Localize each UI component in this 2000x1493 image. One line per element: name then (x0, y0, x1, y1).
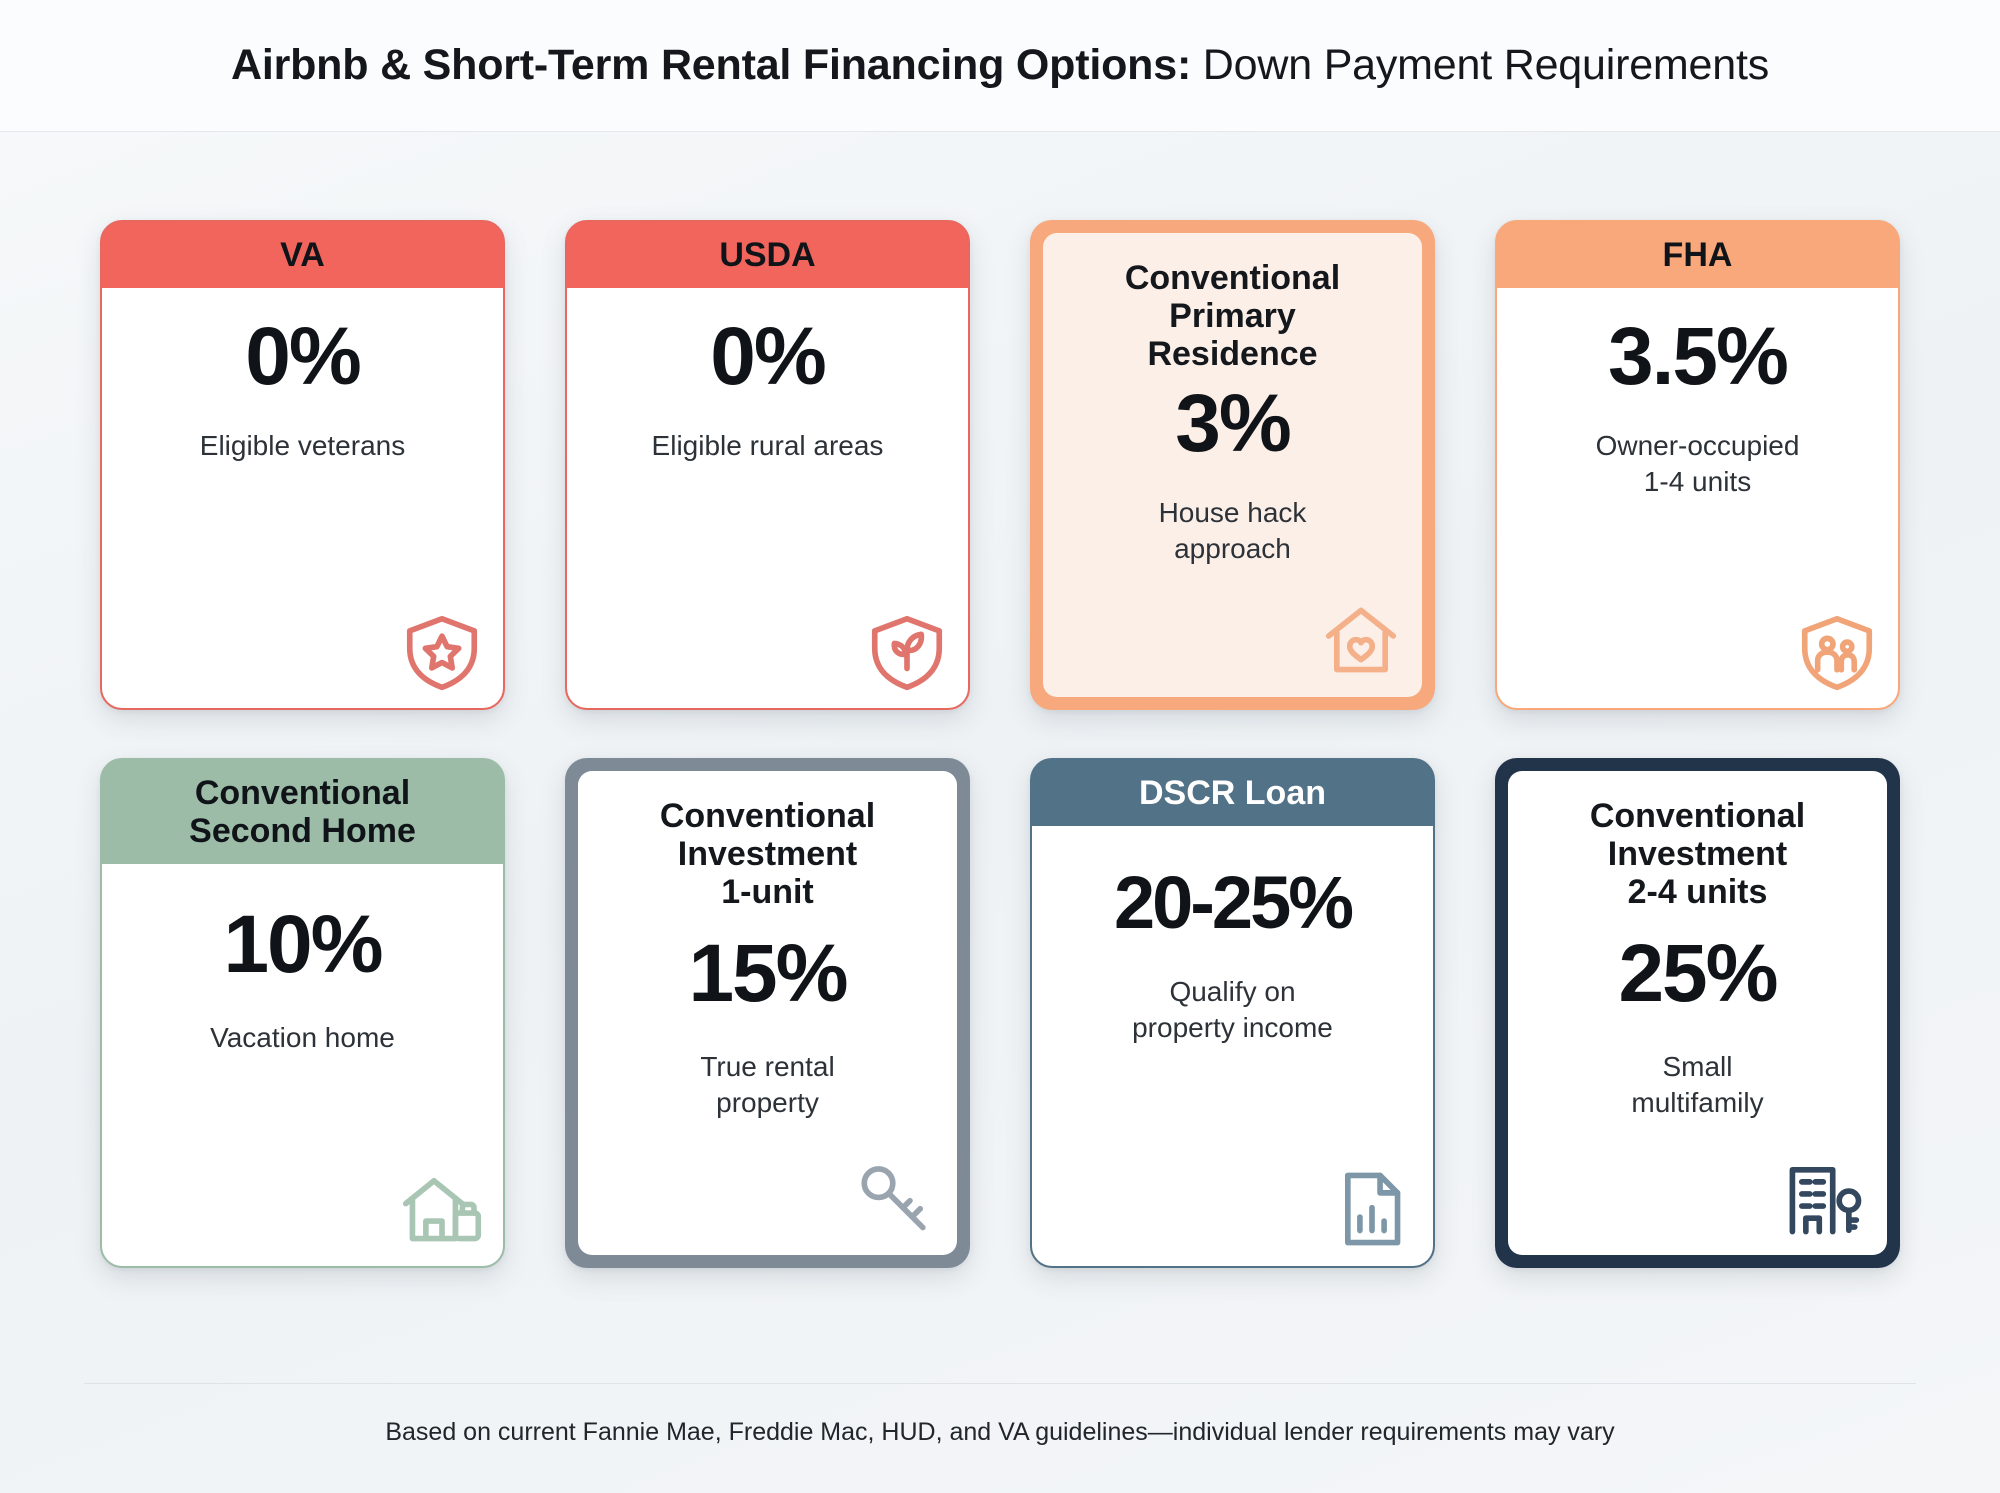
card-title-line: 1-unit (721, 873, 814, 912)
financing-card-conventional-second-home[interactable]: Conventional Second Home 10% Vacation home (100, 758, 505, 1268)
shield-star-icon (399, 608, 485, 694)
card-value: 20-25% (1113, 861, 1354, 945)
card-body: Conventional Investment 2-4 units 25% Small m… (1508, 771, 1887, 1255)
card-caption-line: House hack (1158, 497, 1307, 529)
house-heart-icon (1318, 597, 1404, 683)
card-title: Conventional Investment 2-4 units (1590, 797, 1805, 911)
card-value: 3% (1175, 378, 1292, 470)
card-caption: Eligible veterans (200, 428, 405, 464)
shield-leaf-icon (864, 608, 950, 694)
document-chart-icon (1329, 1166, 1415, 1252)
card-title-line: Investment (677, 835, 858, 874)
card-body: 3.5% Owner-occupied 1-4 units (1497, 288, 1898, 708)
building-key-icon (1783, 1155, 1869, 1241)
card-title: DSCR Loan (1139, 774, 1326, 812)
card-caption-line: True rental (700, 1051, 835, 1083)
card-title-line: VA (280, 236, 325, 274)
card-title-line: 2-4 units (1627, 873, 1768, 912)
card-title-line: Conventional (194, 774, 411, 812)
card-caption: House hack approach (1159, 495, 1307, 567)
card-header-band: Conventional Second Home (102, 760, 503, 865)
card-body: 0% Eligible veterans (102, 288, 503, 708)
card-caption: True rental property (700, 1049, 834, 1121)
card-caption-line: Qualify on (1169, 976, 1296, 1008)
card-header-band: USDA (567, 222, 968, 289)
financing-card-usda[interactable]: USDA 0% Eligible rural areas (565, 220, 970, 710)
card-title-line: Second Home (189, 812, 416, 851)
card-caption-line: multifamily (1631, 1087, 1764, 1119)
card-caption-line: 1-4 units (1643, 465, 1752, 497)
card-title: FHA (1663, 236, 1733, 274)
card-caption-line: Eligible veterans (199, 430, 406, 462)
card-caption-line: Vacation home (210, 1022, 395, 1054)
key-icon (853, 1155, 939, 1241)
card-title-line: Conventional (1589, 797, 1806, 835)
card-title-line: Conventional (659, 797, 876, 835)
card-title-line: Investment (1607, 835, 1788, 874)
card-title: Conventional Second Home (189, 774, 416, 850)
financing-card-fha[interactable]: FHA 3.5% Owner-occupied 1-4 units (1495, 220, 1900, 710)
card-value: 0% (245, 311, 362, 403)
card-title: Conventional Primary Residence (1125, 259, 1340, 373)
footer-note: Based on current Fannie Mae, Freddie Mac… (385, 1418, 1615, 1446)
card-header-band: FHA (1497, 222, 1898, 289)
card-caption-line: property income (1132, 1011, 1333, 1043)
card-caption: Qualify on property income (1132, 974, 1333, 1046)
house-luggage-icon (399, 1166, 485, 1252)
card-value: 15% (688, 928, 848, 1020)
footer-divider (84, 1383, 1916, 1384)
financing-card-conventional-investment-2-4-units[interactable]: Conventional Investment 2-4 units 25% Small m… (1495, 758, 1900, 1268)
financing-card-conventional-primary-residence[interactable]: Conventional Primary Residence 3% House hack… (1030, 220, 1435, 710)
card-body: 20-25% Qualify on property income (1032, 826, 1433, 1266)
financing-card-grid: VA 0% Eligible veterans USDA 0% Eligible rura… (0, 132, 2000, 1383)
card-title-line: Conventional (1124, 259, 1341, 297)
card-body: Conventional Investment 1-unit 15% True rent… (578, 771, 957, 1255)
card-caption: Small multifamily (1631, 1049, 1763, 1121)
card-title-line: DSCR Loan (1139, 774, 1326, 812)
card-header-band: DSCR Loan (1032, 760, 1433, 827)
card-body: Conventional Primary Residence 3% House hack… (1043, 233, 1422, 697)
page-footer: Based on current Fannie Mae, Freddie Mac… (0, 1383, 2000, 1493)
financing-card-conventional-investment-1-unit[interactable]: Conventional Investment 1-unit 15% True rent… (565, 758, 970, 1268)
card-caption-line: property (716, 1087, 819, 1119)
page-title-bold: Airbnb & Short-Term Rental Financing Opt… (230, 41, 1192, 89)
card-title: USDA (719, 236, 815, 274)
card-title: Conventional Investment 1-unit (660, 797, 875, 911)
card-value: 3.5% (1608, 311, 1789, 403)
card-caption: Vacation home (210, 1020, 395, 1056)
card-title-line: Primary (1169, 297, 1296, 336)
card-title-line: FHA (1662, 236, 1733, 274)
card-value: 0% (710, 311, 827, 403)
card-body: 10% Vacation home (102, 864, 503, 1266)
card-caption-line: approach (1174, 533, 1291, 565)
financing-card-dscr-loan[interactable]: DSCR Loan 20-25% Qualify on property income (1030, 758, 1435, 1268)
shield-family-icon (1794, 608, 1880, 694)
card-caption-line: Small (1662, 1051, 1733, 1083)
page-header: Airbnb & Short-Term Rental Financing Opt… (0, 0, 2000, 132)
card-title: VA (280, 236, 325, 274)
financing-card-va[interactable]: VA 0% Eligible veterans (100, 220, 505, 710)
card-caption: Eligible rural areas (652, 428, 884, 464)
card-value: 10% (223, 899, 383, 991)
card-title-line: USDA (719, 236, 816, 274)
card-caption-line: Owner-occupied (1595, 430, 1800, 462)
card-caption-line: Eligible rural areas (651, 430, 884, 462)
page-title: Airbnb & Short-Term Rental Financing Opt… (231, 41, 1769, 90)
card-header-band: VA (102, 222, 503, 289)
card-title-line: Residence (1147, 335, 1318, 374)
card-caption: Owner-occupied 1-4 units (1596, 428, 1800, 500)
card-body: 0% Eligible rural areas (567, 288, 968, 708)
page-title-light: Down Payment Requirements (1191, 41, 1770, 89)
card-value: 25% (1618, 928, 1778, 1020)
